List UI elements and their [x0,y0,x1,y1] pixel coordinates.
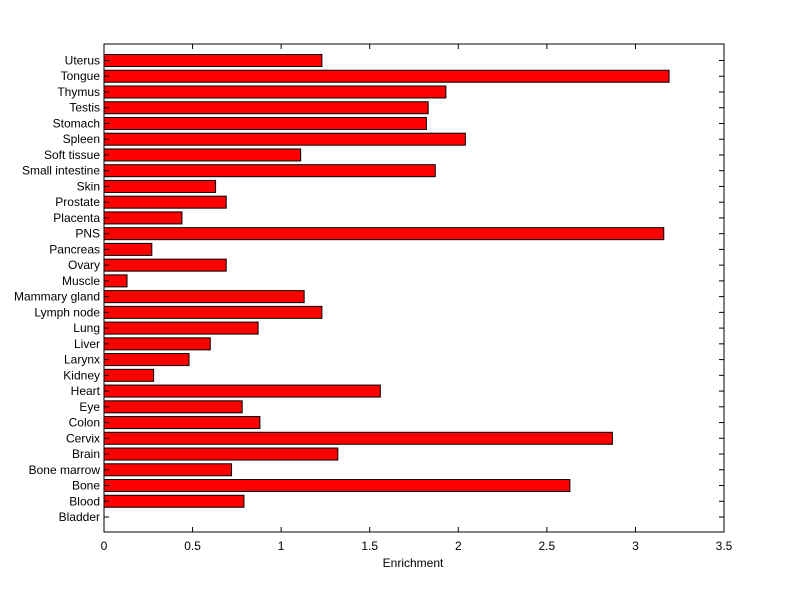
x-tick-label: 2 [455,539,462,553]
bar-colon [103,416,261,430]
category-label-stomach: Stomach [53,116,100,130]
bar-spleen [103,132,466,146]
category-label-bone: Bone [72,479,100,493]
x-tick-labels: 0 0.5 1 1.5 2 2.5 3 3.5 [101,539,733,553]
category-label-cervix: Cervix [66,431,100,445]
category-label-placenta: Placenta [53,211,100,225]
bars-group [103,54,670,508]
bar-lymph-node [103,305,323,319]
category-label-lymph-node: Lymph node [34,305,100,319]
category-label-colon: Colon [69,416,100,430]
bar-testis [103,101,429,115]
category-label-thymus: Thymus [57,85,100,99]
bar-uterus [103,54,323,67]
bar-bone [103,479,571,493]
category-label-tongue: Tongue [61,69,101,83]
category-label-small-intestine: Small intestine [22,164,100,178]
bar-stomach [103,116,427,130]
bar-eye [103,400,243,414]
bar-lung [103,321,259,335]
bar-thymus [103,85,447,99]
bar-small-intestine [103,164,436,178]
bar-larynx [103,353,190,367]
x-tick-label: 0.5 [184,539,201,553]
bar-cervix [103,431,613,445]
category-label-bladder: Bladder [59,510,100,524]
bar-bone-marrow [103,463,233,477]
x-tick-label: 1 [278,539,285,553]
x-tick-label: 3.5 [716,539,733,553]
category-label-brain: Brain [72,447,100,461]
category-label-mammary-gland: Mammary gland [14,290,100,304]
ticks-group [103,44,725,532]
bar-heart [103,384,381,398]
category-label-skin: Skin [77,179,100,193]
category-label-kidney: Kidney [63,368,100,382]
bar-kidney [103,368,155,382]
x-axis-label: Enrichment [383,556,444,570]
category-label-pancreas: Pancreas [49,242,100,256]
category-label-larynx: Larynx [64,353,100,367]
bar-mammary-gland [103,290,305,304]
x-tick-label: 0 [101,539,108,553]
category-label-spleen: Spleen [63,132,100,146]
category-label-blood: Blood [69,494,100,508]
category-label-uterus: Uterus [65,54,100,68]
category-label-ovary: Ovary [68,258,100,272]
category-label-heart: Heart [71,384,101,398]
bar-blood [103,494,245,508]
bar-soft-tissue [103,148,302,162]
x-tick-label: 2.5 [539,539,556,553]
bar-prostate [103,195,227,209]
category-label-soft-tissue: Soft tissue [44,148,100,162]
category-label-bone-marrow: Bone marrow [29,463,101,477]
category-label-testis: Testis [69,101,100,115]
category-label-eye: Eye [79,400,100,414]
bar-pancreas [103,242,153,256]
bar-placenta [103,211,183,225]
category-label-muscle: Muscle [62,274,100,288]
bar-tongue [103,69,670,83]
category-label-pns: PNS [75,227,100,241]
x-tick-label: 1.5 [361,539,378,553]
bar-brain [103,447,339,461]
bar-liver [103,337,211,351]
category-label-prostate: Prostate [55,195,100,209]
bar-ovary [103,258,227,272]
category-label-liver: Liver [74,337,100,351]
category-label-lung: Lung [73,321,100,335]
x-tick-label: 3 [632,539,639,553]
bar-pns [103,227,665,241]
bar-skin [103,179,217,193]
